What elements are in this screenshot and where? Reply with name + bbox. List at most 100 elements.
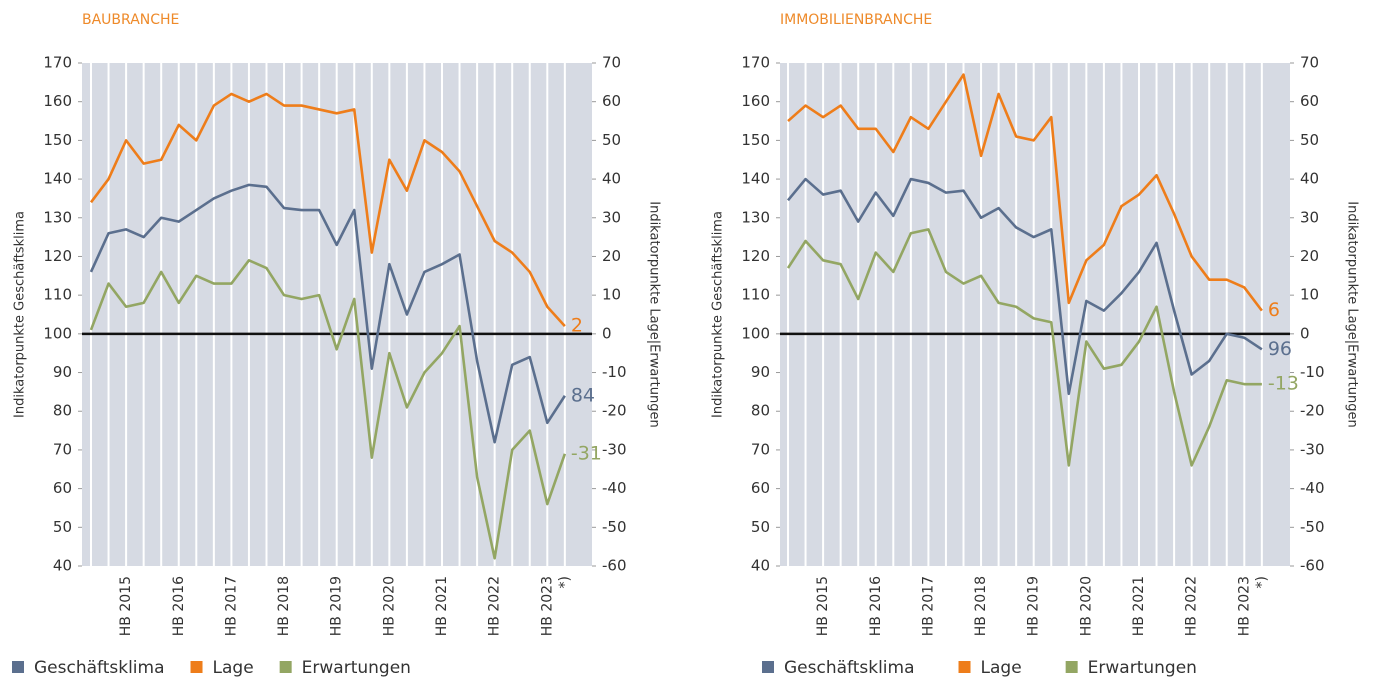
x-tick-label: HB 2021 bbox=[434, 576, 450, 636]
x-tick-label: HB 2020 bbox=[1078, 576, 1094, 636]
y2-tick-label: 50 bbox=[1300, 131, 1319, 149]
legend-label: Lage bbox=[213, 658, 254, 678]
y-axis-title: Indikatorpunkte Geschäftsklima bbox=[711, 211, 726, 418]
x-tick-label: HB 2016 bbox=[171, 576, 187, 636]
y2-tick-label: -50 bbox=[602, 518, 627, 536]
y-axis-title: Indikatorpunkte Geschäftsklima bbox=[13, 211, 28, 418]
legend-swatch bbox=[190, 661, 203, 673]
series-line bbox=[89, 92, 566, 327]
series-line bbox=[786, 228, 1262, 467]
end-label: 84 bbox=[571, 384, 595, 406]
y-tick-label: 40 bbox=[751, 557, 770, 575]
y-tick-label: 160 bbox=[741, 92, 770, 110]
y-tick-label: 80 bbox=[751, 402, 770, 420]
y-tick-label: 90 bbox=[53, 363, 72, 381]
y2-tick-label: 50 bbox=[602, 131, 621, 149]
x-tick-label: HB 2018 bbox=[973, 576, 989, 636]
y-tick-label: 150 bbox=[43, 131, 72, 149]
y2-tick-label: -60 bbox=[602, 557, 627, 575]
y2-axis-title: Indikatorpunkte Lage|Erwartungen bbox=[1345, 201, 1360, 428]
y-tick-label: 140 bbox=[43, 170, 72, 188]
y-tick-label: 50 bbox=[751, 518, 770, 536]
y2-tick-label: -40 bbox=[1300, 479, 1325, 497]
y2-tick-label: -10 bbox=[602, 363, 627, 381]
series-line bbox=[89, 259, 567, 560]
x-tick-label: HB 2015 bbox=[118, 576, 134, 636]
legend-label: Erwartungen bbox=[302, 658, 411, 678]
y2-tick-label: 0 bbox=[1300, 324, 1310, 342]
y2-tick-label: -50 bbox=[1300, 518, 1325, 536]
series-line bbox=[787, 73, 1263, 312]
y2-tick-label: 60 bbox=[602, 92, 621, 110]
x-tick-label: HB 2015 bbox=[815, 576, 831, 636]
y-tick-label: 110 bbox=[43, 286, 72, 304]
y2-tick-label: 10 bbox=[1300, 286, 1319, 304]
x-tick-label: HB 2019 bbox=[1026, 576, 1042, 636]
y2-tick-label: 30 bbox=[1300, 208, 1319, 226]
x-tick-label: HB 2017 bbox=[920, 576, 936, 636]
legend-swatch bbox=[762, 661, 774, 673]
y-tick-label: 150 bbox=[741, 131, 770, 149]
series-line bbox=[786, 177, 1263, 396]
y-tick-label: 40 bbox=[53, 557, 72, 575]
y-tick-label: 90 bbox=[751, 363, 770, 381]
y2-tick-label: -10 bbox=[1300, 363, 1325, 381]
y-tick-label: 120 bbox=[43, 247, 72, 265]
x-tick-label: HB 2022 bbox=[1184, 576, 1200, 636]
legend-swatch bbox=[12, 661, 24, 673]
y-tick-label: 140 bbox=[741, 170, 770, 188]
y-tick-label: 100 bbox=[43, 324, 72, 342]
x-tick-label: HB 2023 bbox=[539, 576, 555, 636]
y2-tick-label: 40 bbox=[1300, 170, 1319, 188]
y-tick-label: 80 bbox=[53, 402, 72, 420]
y2-tick-label: -20 bbox=[602, 402, 627, 420]
x-tick-label: *) bbox=[557, 576, 573, 588]
end-label: 6 bbox=[1268, 299, 1280, 321]
x-tick-label: HB 2017 bbox=[223, 576, 239, 636]
x-tick-label: HB 2020 bbox=[381, 576, 397, 636]
x-tick-label: HB 2019 bbox=[329, 576, 345, 636]
y2-tick-label: 20 bbox=[602, 247, 621, 265]
y2-tick-label: 70 bbox=[602, 54, 621, 72]
y2-tick-label: 30 bbox=[602, 208, 621, 226]
y-tick-label: 130 bbox=[43, 208, 72, 226]
y2-axis-title: Indikatorpunkte Lage|Erwartungen bbox=[647, 201, 662, 428]
chart-title: IMMOBILIENBRANCHE bbox=[780, 12, 932, 28]
y-tick-label: 100 bbox=[741, 324, 770, 342]
y-tick-label: 60 bbox=[751, 479, 770, 497]
x-tick-label: HB 2016 bbox=[868, 576, 884, 636]
y-tick-label: 160 bbox=[43, 92, 72, 110]
y-tick-label: 70 bbox=[751, 440, 770, 458]
x-tick-label: *) bbox=[1254, 576, 1270, 588]
end-label: -13 bbox=[1268, 373, 1299, 395]
y2-tick-label: 60 bbox=[1300, 92, 1319, 110]
y2-tick-label: -40 bbox=[602, 479, 627, 497]
y-tick-label: 130 bbox=[741, 208, 770, 226]
y-tick-label: 70 bbox=[53, 440, 72, 458]
series-line bbox=[89, 183, 566, 444]
y-tick-label: 110 bbox=[741, 286, 770, 304]
legend-label: Erwartungen bbox=[1088, 658, 1197, 678]
y2-tick-label: -20 bbox=[1300, 402, 1325, 420]
end-label: 2 bbox=[571, 315, 583, 337]
y2-tick-label: -30 bbox=[602, 440, 627, 458]
end-label: -31 bbox=[571, 442, 602, 464]
legend-label: Geschäftsklima bbox=[784, 658, 915, 678]
y-tick-label: 50 bbox=[53, 518, 72, 536]
legend-label: Lage bbox=[981, 658, 1022, 678]
legend-swatch bbox=[1065, 661, 1078, 673]
chart-title: BAUBRANCHE bbox=[82, 12, 179, 28]
legend-label: Geschäftsklima bbox=[34, 658, 165, 678]
legend-swatch bbox=[958, 661, 971, 673]
legend-swatch bbox=[279, 661, 292, 673]
y2-tick-label: 10 bbox=[602, 286, 621, 304]
x-tick-label: HB 2022 bbox=[487, 576, 503, 636]
y-tick-label: 170 bbox=[741, 54, 770, 72]
plot-area bbox=[780, 63, 1290, 566]
y-tick-label: 60 bbox=[53, 479, 72, 497]
y2-tick-label: 70 bbox=[1300, 54, 1319, 72]
y-tick-label: 170 bbox=[43, 54, 72, 72]
y2-tick-label: 0 bbox=[602, 324, 612, 342]
x-tick-label: HB 2018 bbox=[276, 576, 292, 636]
